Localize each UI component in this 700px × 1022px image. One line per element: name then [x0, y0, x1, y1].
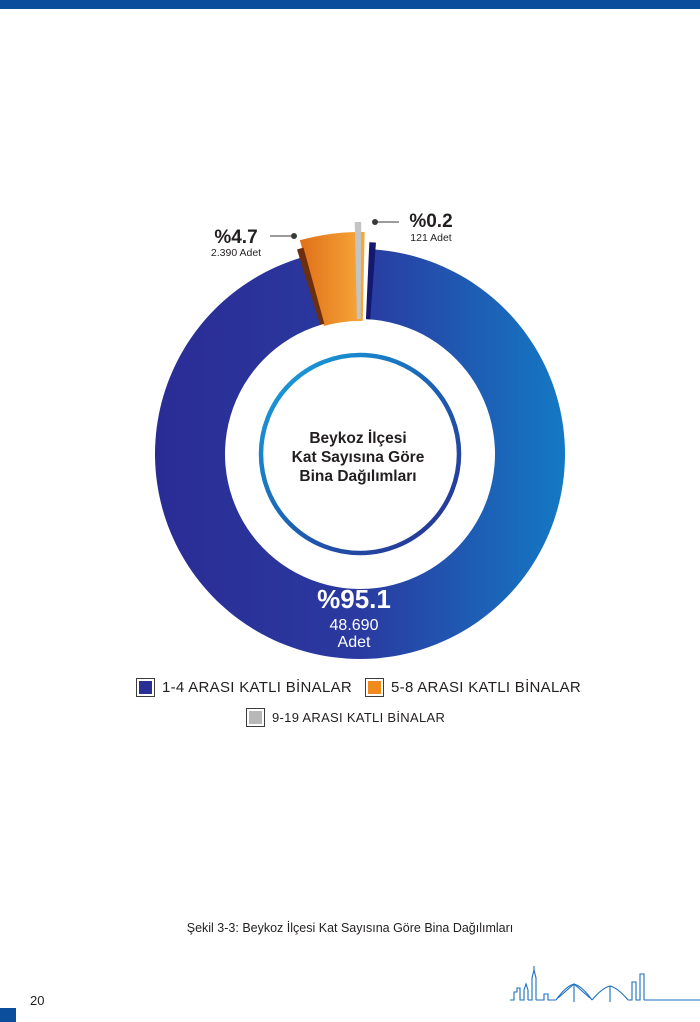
leader-dot-5-8: [291, 233, 297, 239]
legend-label-5-8: 5-8 ARASI KATLI BİNALAR: [391, 679, 582, 696]
label-1-4-count: 48.690: [330, 617, 379, 634]
legend-swatch-orange: [366, 679, 384, 696]
page-corner-mark: [0, 1008, 16, 1022]
legend-row-2: 9-19 ARASI KATLI BİNALAR: [247, 709, 446, 726]
legend-swatch-gray: [247, 709, 264, 726]
slice-1-4: [155, 249, 566, 659]
legend-item-9-19: 9-19 ARASI KATLI BİNALAR: [247, 709, 446, 726]
skyline-logo: [510, 966, 700, 1002]
chart-title-line-3: Bina Dağılımları: [299, 468, 416, 485]
legend-item-1-4: 1-4 ARASI KATLI BİNALAR: [137, 679, 353, 696]
label-5-8-count: 2.390 Adet: [211, 247, 261, 259]
chart-title-line-2: Kat Sayısına Göre: [292, 449, 425, 466]
label-1-4-percent: %95.1: [317, 584, 391, 614]
figure-caption: Şekil 3-3: Beykoz İlçesi Kat Sayısına Gö…: [186, 921, 514, 935]
legend-item-5-8: 5-8 ARASI KATLI BİNALAR: [366, 679, 582, 696]
legend-swatch-blue: [137, 679, 154, 696]
legend-label-1-4: 1-4 ARASI KATLI BİNALAR: [162, 679, 353, 696]
inner-ring: [258, 352, 462, 556]
slice-9-19: [354, 221, 362, 320]
label-5-8-percent: %4.7: [214, 227, 257, 248]
chart-title-line-1: Beykoz İlçesi: [309, 430, 406, 447]
page-number: 20: [30, 993, 45, 1008]
donut-slices: [155, 221, 566, 659]
slice-5-8-shadow: [297, 247, 325, 325]
label-9-19-count: 121 Adet: [410, 232, 452, 244]
slice-5-8: [299, 232, 365, 326]
legend-label-9-19: 9-19 ARASI KATLI BİNALAR: [272, 710, 446, 725]
label-1-4-unit: Adet: [338, 634, 371, 651]
legend-row-1: 1-4 ARASI KATLI BİNALAR 5-8 ARASI KATLI …: [137, 679, 582, 696]
label-9-19-percent: %0.2: [409, 211, 452, 232]
leader-dot-9-19: [372, 219, 378, 225]
slice-1-4-edge: [365, 242, 376, 320]
top-brand-bar: [0, 0, 700, 9]
